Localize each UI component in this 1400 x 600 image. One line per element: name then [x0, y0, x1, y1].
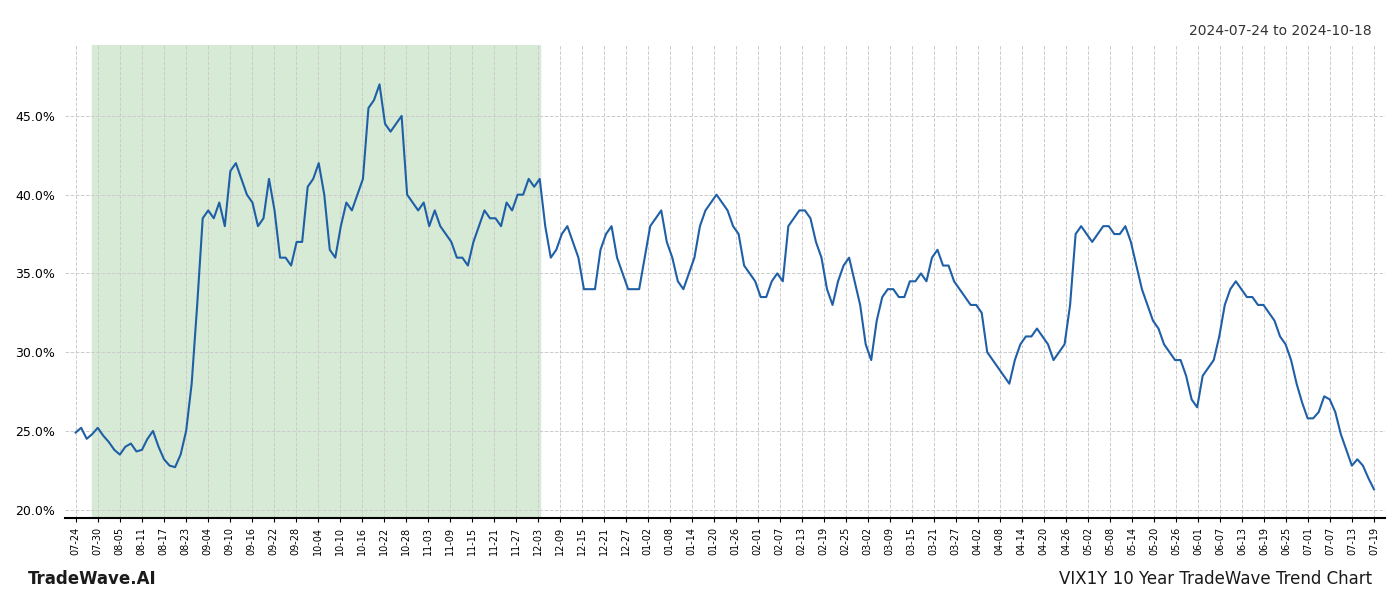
- Bar: [92, 45, 540, 518]
- Text: 2024-07-24 to 2024-10-18: 2024-07-24 to 2024-10-18: [1190, 24, 1372, 38]
- Text: VIX1Y 10 Year TradeWave Trend Chart: VIX1Y 10 Year TradeWave Trend Chart: [1058, 570, 1372, 588]
- Text: TradeWave.AI: TradeWave.AI: [28, 570, 157, 588]
